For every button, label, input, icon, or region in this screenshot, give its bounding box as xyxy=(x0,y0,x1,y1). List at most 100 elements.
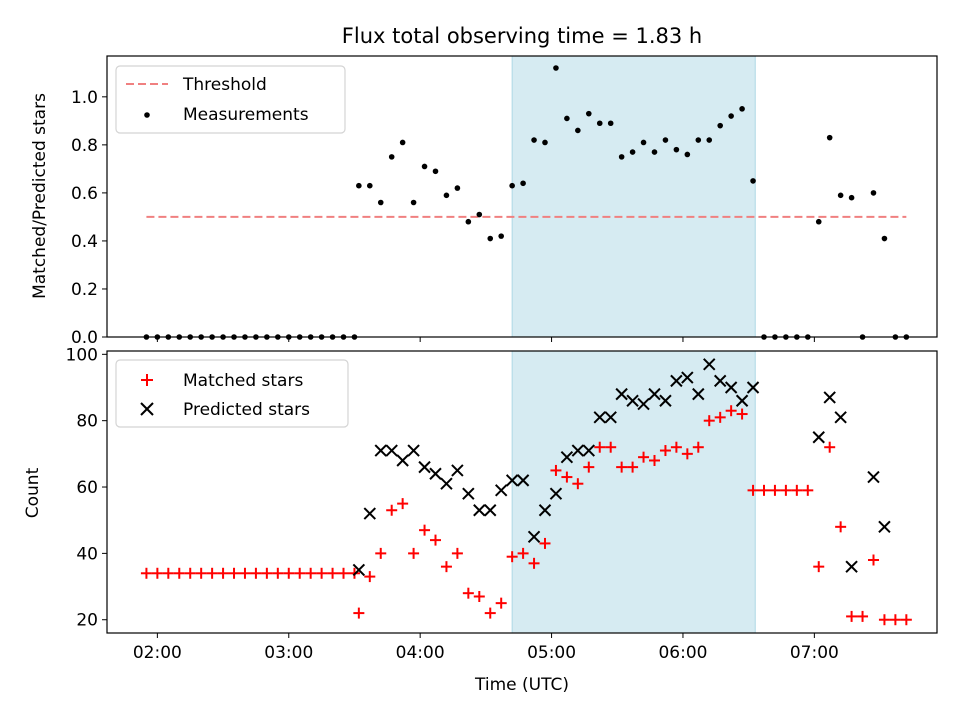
predicted-star-point xyxy=(604,411,617,424)
figure-title: Flux total observing time = 1.83 h xyxy=(342,24,702,48)
measurement-point xyxy=(870,190,877,196)
matched-star-point xyxy=(824,441,836,453)
measurement-point xyxy=(815,218,822,225)
top-y-tick-label: 1.0 xyxy=(71,88,98,108)
legend-predicted-swatch xyxy=(140,402,154,416)
top-y-axis: 0.0 0.2 0.4 0.6 0.8 1.0 xyxy=(71,88,107,348)
bottom-y-tick-label: 20 xyxy=(76,611,98,631)
measurement-point xyxy=(750,178,756,184)
matched-star-point xyxy=(867,554,879,566)
matched-star-point xyxy=(703,415,715,427)
predicted-star-point xyxy=(352,563,366,577)
matched-star-point xyxy=(780,484,792,496)
predicted-star-point xyxy=(582,444,596,457)
measurement-point xyxy=(575,127,581,134)
matched-star-point xyxy=(375,547,387,559)
bottom-legend: Matched stars Predicted stars xyxy=(115,359,349,428)
matched-star-point xyxy=(692,441,704,453)
matched-star-point xyxy=(353,607,365,619)
ratio-panel: 0.0 0.2 0.4 0.6 0.8 1.0 Matched/Predicted sta… xyxy=(30,55,938,348)
matched-star-point xyxy=(228,567,240,579)
matched-star-point xyxy=(638,451,650,463)
matched-stars-series xyxy=(140,405,912,626)
matched-star-point xyxy=(462,587,474,599)
matched-star-point xyxy=(791,484,803,496)
matched-star-point xyxy=(747,484,759,496)
measurement-point xyxy=(421,163,428,170)
bottom-x-tick-label: 04:00 xyxy=(396,643,445,663)
measurement-point xyxy=(684,151,691,158)
matched-star-point xyxy=(283,567,295,579)
measurement-point xyxy=(432,168,439,175)
bottom-x-tick-label: 03:00 xyxy=(264,643,313,663)
matched-star-point xyxy=(316,567,328,579)
matched-star-point xyxy=(572,478,584,490)
measurement-point xyxy=(739,106,745,112)
top-y-tick-label: 0.2 xyxy=(71,280,98,300)
predicted-star-point xyxy=(746,381,760,394)
bottom-x-axis-label: Time (UTC) xyxy=(474,675,569,695)
predicted-star-point xyxy=(692,387,705,401)
predicted-star-point xyxy=(571,444,585,457)
matched-star-point xyxy=(206,567,218,579)
measurement-point xyxy=(695,137,702,143)
measurement-point xyxy=(881,235,888,242)
measurement-point xyxy=(366,182,373,189)
matched-star-point xyxy=(583,461,595,473)
measurement-point xyxy=(596,120,603,127)
measurement-point xyxy=(498,233,504,239)
matched-star-point xyxy=(419,524,431,536)
predicted-star-point xyxy=(484,504,497,517)
predicted-star-point xyxy=(549,487,563,500)
matched-star-point xyxy=(195,567,207,579)
matched-star-point xyxy=(440,561,452,573)
bottom-y-tick-label: 40 xyxy=(76,544,98,564)
measurement-point xyxy=(629,149,636,155)
matched-star-point xyxy=(900,614,912,626)
measurement-point xyxy=(509,182,515,189)
top-y-tick-label: 0.6 xyxy=(71,184,98,204)
matched-star-point xyxy=(327,567,339,579)
top-shaded-interval xyxy=(511,55,756,338)
matched-star-point xyxy=(758,484,770,496)
predicted-stars-series xyxy=(352,358,891,577)
matched-star-point xyxy=(550,464,562,476)
predicted-star-point xyxy=(670,374,683,388)
top-y-axis-label: Matched/Predicted stars xyxy=(30,93,50,299)
matched-star-point xyxy=(495,597,507,609)
matched-star-point xyxy=(151,567,163,579)
matched-star-point xyxy=(272,567,284,579)
measurement-point xyxy=(607,120,614,127)
matched-star-point xyxy=(250,567,262,579)
predicted-star-point xyxy=(834,411,847,424)
predicted-star-point xyxy=(516,474,530,487)
matched-star-point xyxy=(528,557,540,569)
measurement-point xyxy=(377,199,384,206)
measurement-point xyxy=(826,134,833,141)
predicted-star-point xyxy=(648,387,661,401)
measurement-point xyxy=(542,139,548,146)
matched-star-point xyxy=(397,498,409,510)
matched-star-point xyxy=(451,547,463,559)
matched-star-point xyxy=(408,547,420,559)
measurement-point xyxy=(454,185,461,191)
matched-star-point xyxy=(184,567,196,579)
legend-measurements-swatch xyxy=(144,112,150,118)
measurement-point xyxy=(673,146,680,153)
legend-predicted-label: Predicted stars xyxy=(183,400,310,420)
predicted-star-point xyxy=(538,504,552,517)
measurement-point xyxy=(640,139,647,146)
measurement-point xyxy=(618,154,625,160)
predicted-star-point xyxy=(429,467,442,480)
matched-star-point xyxy=(769,484,781,496)
predicted-star-point xyxy=(615,387,628,401)
measurement-point xyxy=(553,65,559,71)
predicted-star-point xyxy=(505,474,519,487)
matched-star-point xyxy=(294,567,306,579)
predicted-star-point xyxy=(713,374,727,388)
measurement-point xyxy=(531,137,537,143)
measurement-point xyxy=(388,154,395,160)
predicted-star-point xyxy=(812,431,825,444)
matched-star-point xyxy=(364,571,376,583)
bottom-y-tick-label: 60 xyxy=(76,478,98,498)
